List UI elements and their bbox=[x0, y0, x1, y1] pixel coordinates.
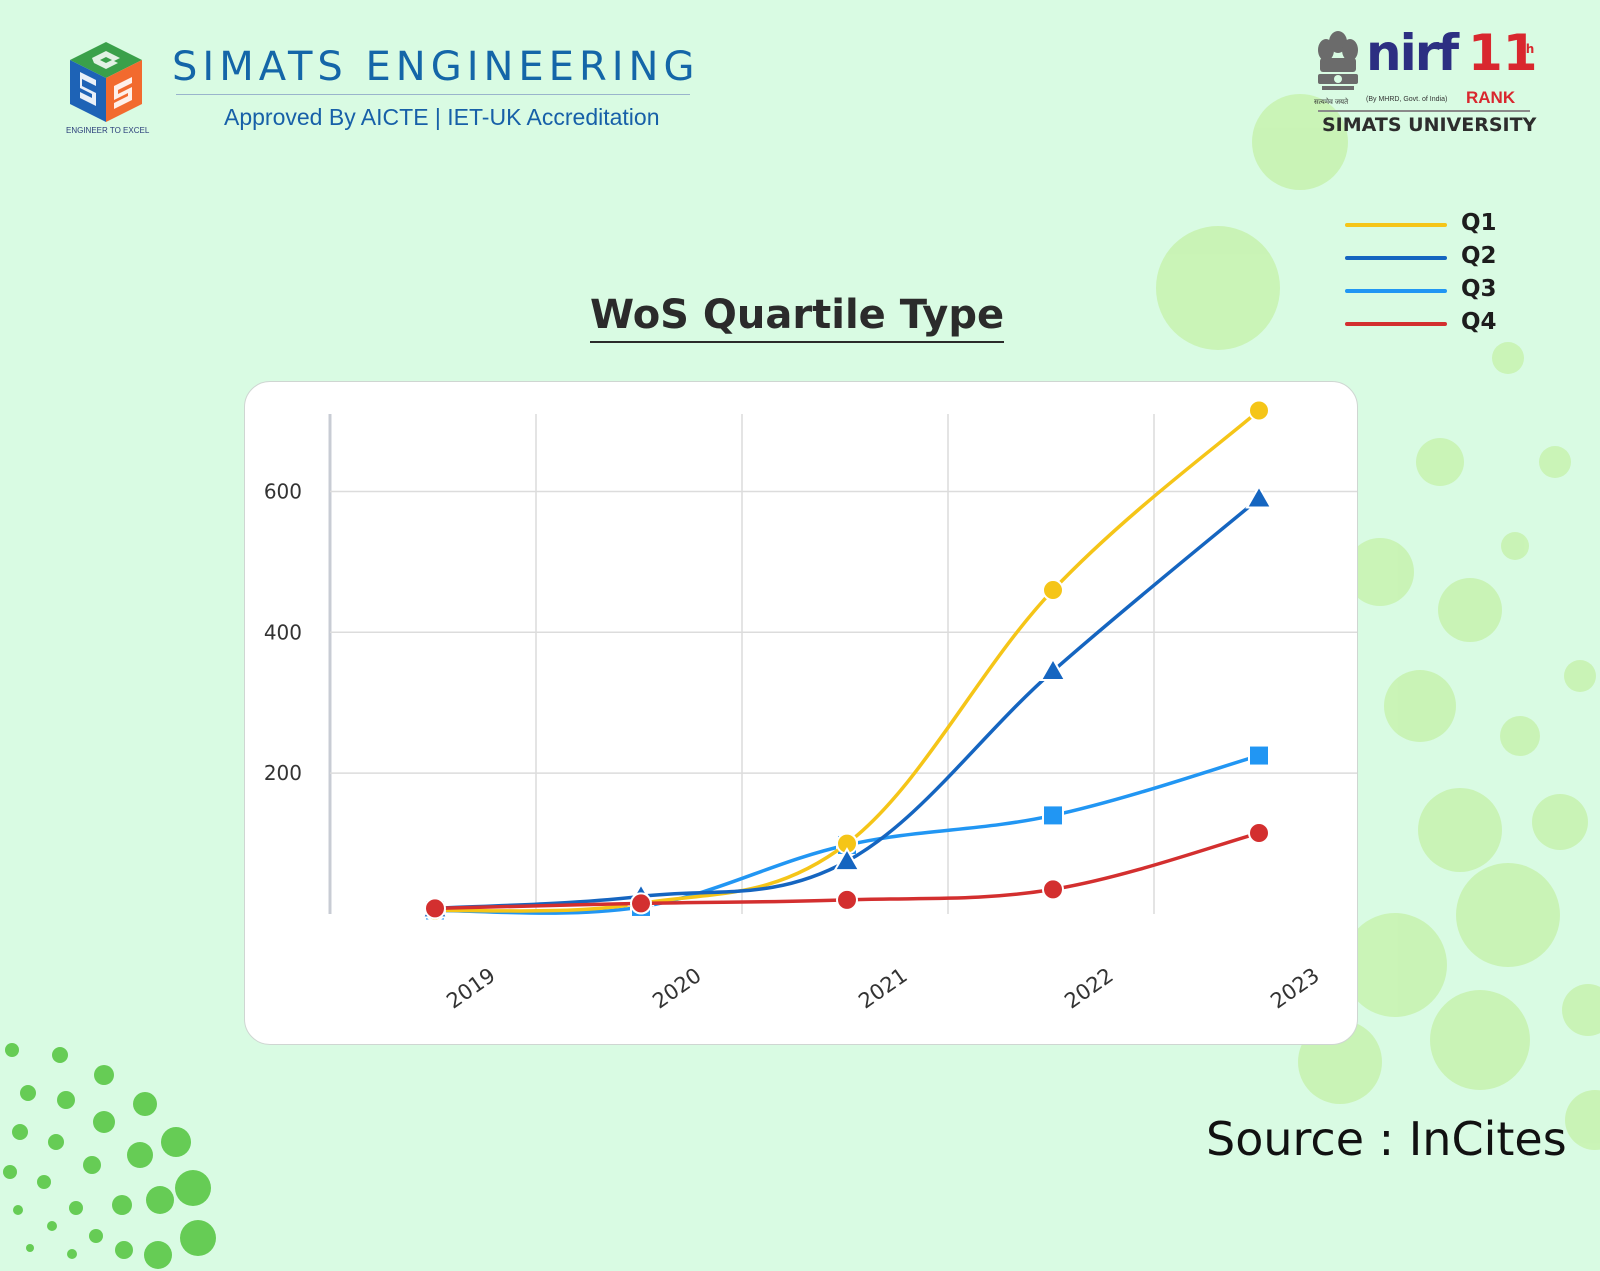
simats-engineering-logo: ENGINEER TO EXCEL bbox=[66, 40, 150, 140]
chart-title: WoS Quartile Type bbox=[590, 292, 1005, 343]
data-point-q1 bbox=[1042, 579, 1064, 602]
nirf-note: (By MHRD, Govt. of India) bbox=[1366, 96, 1448, 103]
line-chart: 200 400 600 2019 2020 2021 2022 2023 bbox=[264, 399, 1357, 1013]
data-point-q3 bbox=[1042, 804, 1064, 827]
nirf-logo-text: nirf bbox=[1366, 24, 1459, 82]
legend-label-q4: Q4 bbox=[1461, 309, 1497, 335]
data-point-q2 bbox=[1245, 484, 1273, 509]
x-tick-label: 2020 bbox=[648, 963, 706, 1013]
x-tick-label: 2022 bbox=[1060, 963, 1118, 1013]
emblem-caption: सत्यमेव जयते bbox=[1314, 99, 1349, 106]
data-point-q2 bbox=[833, 847, 861, 872]
legend-swatch-q4 bbox=[1345, 322, 1447, 326]
legend-label-q1: Q1 bbox=[1461, 210, 1497, 236]
data-point-q3 bbox=[1248, 744, 1270, 767]
nirf-rank-number: 11 bbox=[1468, 24, 1538, 82]
y-tick-label: 600 bbox=[264, 479, 302, 503]
nirf-rank-suffix: th bbox=[1520, 42, 1535, 56]
y-tick-label: 200 bbox=[264, 761, 302, 785]
series-line-q2 bbox=[433, 496, 1261, 911]
x-tick-label: 2019 bbox=[442, 963, 500, 1013]
data-point-q4 bbox=[424, 897, 446, 920]
national-emblem-icon bbox=[1318, 31, 1358, 90]
brand-tagline: ENGINEER TO EXCEL bbox=[66, 126, 150, 135]
brand-name: SIMATS ENGINEERING bbox=[172, 44, 700, 90]
legend-label-q3: Q3 bbox=[1461, 276, 1497, 302]
legend-label-q2: Q2 bbox=[1461, 243, 1497, 269]
data-point-q1 bbox=[1248, 399, 1270, 422]
x-tick-label: 2023 bbox=[1266, 963, 1324, 1013]
legend-item-q4: Q4 bbox=[1345, 309, 1505, 342]
data-point-q4 bbox=[630, 892, 652, 915]
cube-logo-icon bbox=[70, 42, 142, 122]
nirf-rank-label: RANK bbox=[1466, 88, 1516, 107]
source-note: Source : InCites bbox=[1206, 1112, 1567, 1166]
y-tick-label: 400 bbox=[264, 620, 302, 644]
chart-card: 200 400 600 2019 2020 2021 2022 2023 bbox=[244, 381, 1358, 1045]
brand-accreditation: Approved By AICTE | IET-UK Accreditation bbox=[224, 104, 660, 130]
university-name: SIMATS UNIVERSITY bbox=[1322, 114, 1537, 136]
x-tick-label: 2021 bbox=[854, 963, 912, 1013]
legend-item-q1: Q1 bbox=[1345, 210, 1505, 243]
nirf-divider bbox=[1318, 110, 1530, 112]
legend-swatch-q2 bbox=[1345, 256, 1447, 260]
legend-item-q3: Q3 bbox=[1345, 276, 1505, 309]
series-line-q1 bbox=[433, 408, 1261, 913]
legend-swatch-q1 bbox=[1345, 223, 1447, 227]
legend-swatch-q3 bbox=[1345, 289, 1447, 293]
data-point-q4 bbox=[1248, 822, 1270, 845]
chart-legend: Q1 Q2 Q3 Q4 bbox=[1345, 210, 1505, 342]
legend-item-q2: Q2 bbox=[1345, 243, 1505, 276]
brand-divider bbox=[176, 94, 690, 95]
data-point-q2 bbox=[1039, 657, 1067, 682]
data-point-q4 bbox=[1042, 878, 1064, 901]
data-point-q4 bbox=[836, 888, 858, 911]
